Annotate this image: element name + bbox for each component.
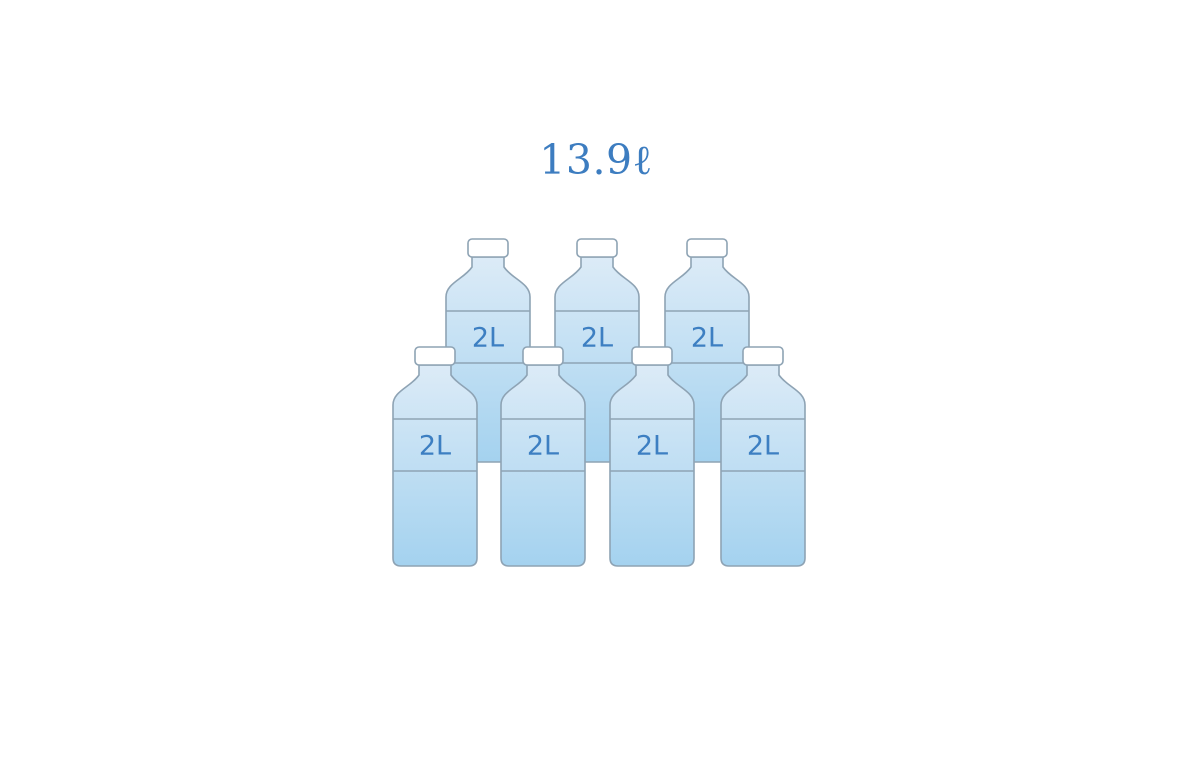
bottle-body	[500, 364, 586, 567]
total-volume-label: 13.9ℓ	[539, 136, 653, 184]
bottle-cap	[576, 238, 618, 258]
water-bottle: 2L	[500, 346, 586, 567]
bottle-volume-label: 2L	[419, 431, 451, 462]
bottle-body	[392, 364, 478, 567]
bottle-cap	[414, 346, 456, 366]
bottle-cap	[522, 346, 564, 366]
bottle-cap	[631, 346, 673, 366]
bottle-volume-label: 2L	[581, 323, 613, 354]
bottle-volume-label: 2L	[527, 431, 559, 462]
bottle-cap	[742, 346, 784, 366]
bottle-body	[609, 364, 695, 567]
water-bottle: 2L	[720, 346, 806, 567]
bottle-body	[720, 364, 806, 567]
water-bottle: 2L	[392, 346, 478, 567]
bottle-volume-label: 2L	[636, 431, 668, 462]
bottle-cap	[467, 238, 509, 258]
water-bottle: 2L	[609, 346, 695, 567]
bottle-volume-label: 2L	[472, 323, 504, 354]
bottle-volume-label: 2L	[747, 431, 779, 462]
bottle-volume-label: 2L	[691, 323, 723, 354]
bottle-cap	[686, 238, 728, 258]
